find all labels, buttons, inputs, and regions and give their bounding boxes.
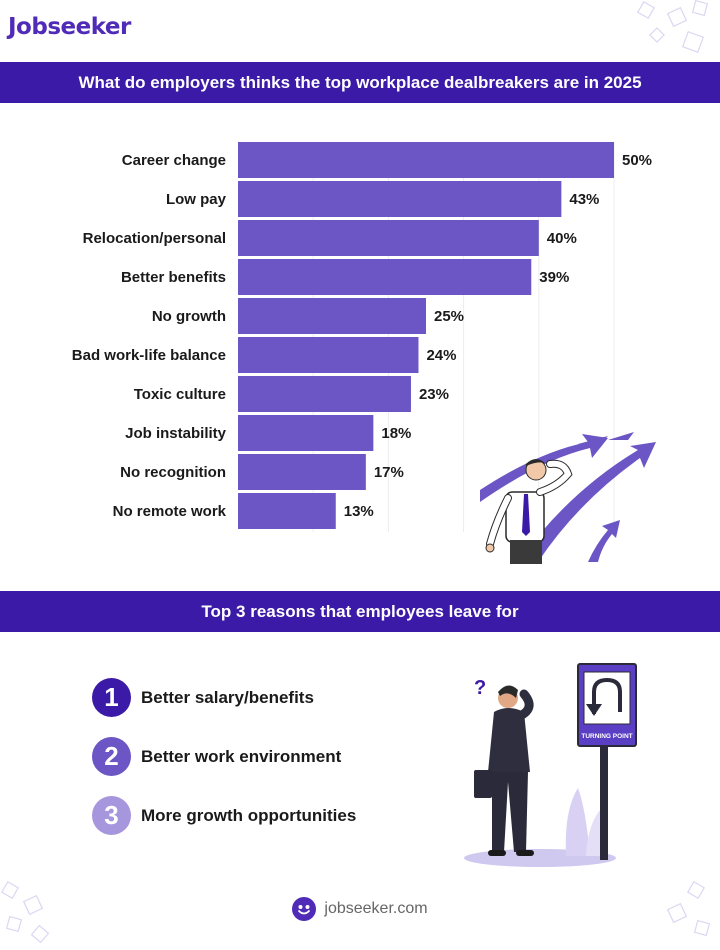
reason-text: More growth opportunities [141,805,357,825]
list-item: 1 Better salary/benefits [92,678,356,717]
jobseeker-logo: Jobseeker [8,14,131,40]
category-label: Bad work-life balance [72,347,226,364]
corner-pattern-icon [636,0,709,54]
bar [238,220,539,256]
category-label: Toxic culture [134,386,226,403]
sign-text: TURNING POINT [581,733,632,740]
value-label: 40% [547,230,577,247]
question-mark-icon: ? [474,677,486,699]
category-label: Relocation/personal [83,230,226,247]
bar [238,181,562,217]
value-label: 25% [434,308,464,325]
man-looking-at-arrows-illustration [480,432,656,564]
category-label: Job instability [125,425,227,442]
number-badge: 3 [92,796,131,835]
bar [238,337,419,373]
corner-pattern-icon [666,880,711,937]
category-label: No recognition [120,464,226,481]
list-item: 3 More growth opportunities [92,796,356,835]
man-at-turning-point-sign-illustration: TURNING POINT ? [464,663,637,867]
reason-text: Better work environment [141,746,342,766]
reason-text: Better salary/benefits [141,687,314,707]
bar [238,493,336,529]
value-label: 17% [374,464,404,481]
value-label: 13% [344,503,374,520]
footer: jobseeker.com [0,897,720,921]
category-label: No remote work [113,503,227,520]
footer-url[interactable]: jobseeker.com [324,900,428,917]
corner-pattern-icon [0,880,50,944]
value-label: 18% [381,425,411,442]
bar [238,142,614,178]
category-label: Low pay [166,191,227,208]
category-label: Better benefits [121,269,226,286]
value-label: 50% [622,152,652,169]
number-badge: 2 [92,737,131,776]
list-item: 2 Better work environment [92,737,356,776]
bar [238,454,366,490]
number-badge: 1 [92,678,131,717]
value-label: 23% [419,386,449,403]
dealbreakers-bar-chart: Career change 50% Low pay 43% Relocation/per… [72,142,652,532]
reasons-list: 1 Better salary/benefits 2 Better work e… [92,678,356,855]
jobseeker-face-icon [292,897,317,921]
value-label: 24% [426,347,456,364]
category-label: Career change [122,152,226,169]
value-label: 39% [539,269,569,286]
bar [238,376,411,412]
section-title-dealbreakers: What do employers thinks the top workpla… [0,62,720,103]
category-label: No growth [152,308,226,325]
bar [238,415,374,451]
bar [238,259,532,295]
value-label: 43% [569,191,599,208]
section-title-reasons: Top 3 reasons that employees leave for [0,591,720,632]
bar [238,298,426,334]
